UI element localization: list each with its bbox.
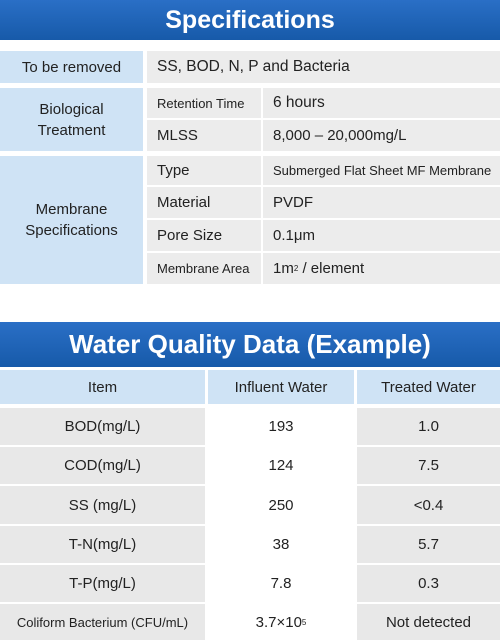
row-treated: Not detected [357,604,500,640]
row-influent: 124 [208,447,354,484]
retention-time-key: Retention Time [147,88,261,118]
mlss-value: 8,000 – 20,000mg/L [263,120,500,151]
row-item: BOD(mg/L) [0,408,205,445]
membrane-area-value-prefix: 1m [273,260,294,277]
membrane-specifications-label: Membrane Specifications [0,156,143,284]
row-item: SS (mg/L) [0,486,205,524]
influent-exponent: 5 [301,617,307,627]
to-be-removed-label: To be removed [0,51,143,83]
row-influent: 3.7×10 5 [208,604,354,640]
material-value: PVDF [263,187,500,218]
to-be-removed-value: SS, BOD, N, P and Bacteria [147,51,500,83]
row-treated: 5.7 [357,526,500,563]
mlss-key: MLSS [147,120,261,151]
row-treated: 7.5 [357,447,500,484]
type-value: Submerged Flat Sheet MF Membrane [263,156,500,185]
material-key: Material [147,187,261,218]
header-treated: Treated Water [357,370,500,404]
retention-time-value: 6 hours [263,88,500,118]
membrane-area-value: 1m 2 / element [263,253,500,284]
specifications-title: Specifications [0,0,500,40]
membrane-area-key: Membrane Area [147,253,261,284]
biological-treatment-label: Biological Treatment [0,88,143,151]
row-item: Coliform Bacterium (CFU/mL) [0,604,205,640]
header-influent: Influent Water [208,370,354,404]
row-treated: 0.3 [357,565,500,602]
row-item: COD(mg/L) [0,447,205,484]
row-influent: 250 [208,486,354,524]
row-influent: 7.8 [208,565,354,602]
type-key: Type [147,156,261,185]
row-item: T-P(mg/L) [0,565,205,602]
pore-size-key: Pore Size [147,220,261,251]
row-treated: <0.4 [357,486,500,524]
row-treated: 1.0 [357,408,500,445]
pore-size-value: 0.1μm [263,220,500,251]
influent-base: 3.7×10 [255,613,302,631]
row-item: T-N(mg/L) [0,526,205,563]
row-influent: 38 [208,526,354,563]
header-item: Item [0,370,205,404]
membrane-area-value-suffix: / element [302,260,365,277]
water-quality-title: Water Quality Data (Example) [0,322,500,367]
row-influent: 193 [208,408,354,445]
membrane-area-value-sup: 2 [293,264,299,273]
